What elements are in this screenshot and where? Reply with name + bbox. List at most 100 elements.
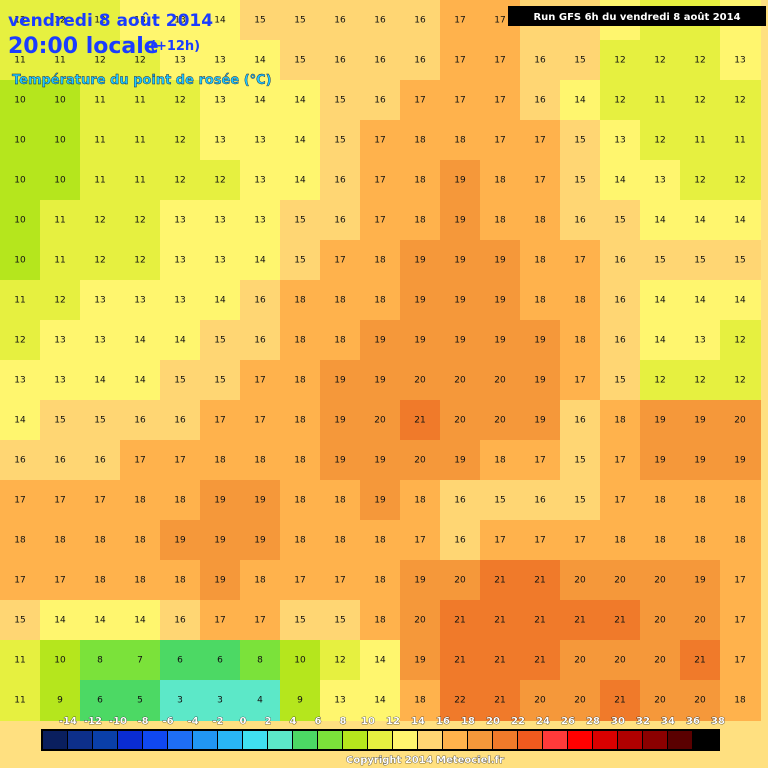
- cell-value: 14: [54, 616, 66, 626]
- legend-label: -10: [109, 716, 127, 727]
- cell: [200, 200, 241, 241]
- cell: [280, 680, 321, 721]
- cell-value: 21: [614, 696, 625, 706]
- legend-box: [518, 731, 542, 749]
- cell: [360, 160, 401, 201]
- cell-value: 20: [414, 376, 426, 386]
- cell-value: 18: [374, 576, 386, 586]
- cell: [560, 640, 601, 681]
- cell: [680, 320, 721, 361]
- cell: [600, 240, 641, 281]
- cell-value: 12: [174, 176, 185, 186]
- cell: [0, 360, 41, 401]
- legend-box: [318, 731, 342, 749]
- cell: [600, 360, 641, 401]
- cell-value: 17: [334, 576, 345, 586]
- cell: [560, 120, 601, 161]
- cell-value: 12: [134, 56, 145, 66]
- cell-value: 13: [694, 336, 705, 346]
- legend-label: -14: [59, 716, 77, 727]
- cell-value: 12: [174, 136, 185, 146]
- cell-value: 17: [134, 456, 145, 466]
- cell-value: 17: [494, 536, 505, 546]
- cell: [160, 40, 201, 81]
- cell-value: 21: [494, 616, 505, 626]
- cell-value: 15: [614, 216, 625, 226]
- cell: [360, 360, 401, 401]
- cell-value: 19: [654, 456, 666, 466]
- cell: [680, 240, 721, 281]
- cell-value: 20: [454, 576, 466, 586]
- cell-value: 17: [534, 536, 545, 546]
- cell: [400, 200, 441, 241]
- cell: [480, 560, 521, 601]
- legend-label: 30: [611, 716, 625, 727]
- cell-value: 18: [494, 456, 506, 466]
- cell: [120, 480, 161, 521]
- cell-value: 19: [454, 176, 466, 186]
- cell-value: 15: [694, 256, 705, 266]
- cell: [520, 600, 561, 641]
- cell: [400, 120, 441, 161]
- cell-value: 14: [214, 296, 226, 306]
- cell: [480, 280, 521, 321]
- cell: [640, 40, 681, 81]
- cell-value: 17: [734, 656, 745, 666]
- cell: [480, 480, 521, 521]
- cell-value: 12: [614, 56, 625, 66]
- cell: [440, 40, 481, 81]
- cell-value: 13: [14, 376, 25, 386]
- legend-box: [243, 731, 267, 749]
- cell: [40, 240, 81, 281]
- cell-value: 11: [734, 136, 745, 146]
- cell-value: 19: [534, 336, 546, 346]
- cell-value: 15: [294, 616, 305, 626]
- cell: [480, 320, 521, 361]
- cell: [320, 640, 361, 681]
- cell: [280, 520, 321, 561]
- date: vendredi 8 août 2014: [8, 11, 213, 31]
- cell: [320, 400, 361, 441]
- cell-value: 18: [614, 536, 626, 546]
- cell-value: 14: [374, 656, 386, 666]
- cell: [600, 400, 641, 441]
- cell: [240, 360, 281, 401]
- cell-value: 18: [294, 296, 306, 306]
- cell: [240, 40, 281, 81]
- cell-value: 12: [734, 336, 745, 346]
- cell: [280, 280, 321, 321]
- cell-value: 10: [54, 136, 66, 146]
- cell: [40, 480, 81, 521]
- cell-value: 19: [334, 456, 346, 466]
- cell-value: 20: [574, 696, 586, 706]
- legend-box: [193, 731, 217, 749]
- legend-label: 34: [661, 716, 675, 727]
- cell: [720, 160, 761, 201]
- legend: -14 -12 -10 -8 -6 -4 -2 0 2 4 6 8 10 12 14 16 18 20 22 24 26…: [41, 716, 725, 751]
- cell: [680, 40, 721, 81]
- cell: [240, 480, 281, 521]
- cell-value: 3: [177, 696, 183, 706]
- cell-value: 15: [214, 376, 225, 386]
- cell-value: 19: [374, 336, 386, 346]
- cell-value: 18: [414, 496, 426, 506]
- cell-value: 19: [534, 376, 546, 386]
- cell-value: 18: [254, 576, 266, 586]
- cell-value: 19: [454, 336, 466, 346]
- cell-value: 20: [414, 456, 426, 466]
- cell: [240, 80, 281, 121]
- legend-label: 6: [315, 716, 322, 727]
- legend-label: 20: [486, 716, 500, 727]
- cell-value: 12: [214, 176, 225, 186]
- cell-value: 18: [414, 176, 426, 186]
- cell-value: 11: [134, 136, 145, 146]
- cell: [360, 680, 401, 721]
- cell: [440, 200, 481, 241]
- cell-value: 19: [654, 416, 666, 426]
- cell: [120, 120, 161, 161]
- cell: [440, 320, 481, 361]
- cell: [80, 40, 121, 81]
- cell: [240, 0, 281, 41]
- cell-value: 16: [334, 56, 346, 66]
- cell: [160, 160, 201, 201]
